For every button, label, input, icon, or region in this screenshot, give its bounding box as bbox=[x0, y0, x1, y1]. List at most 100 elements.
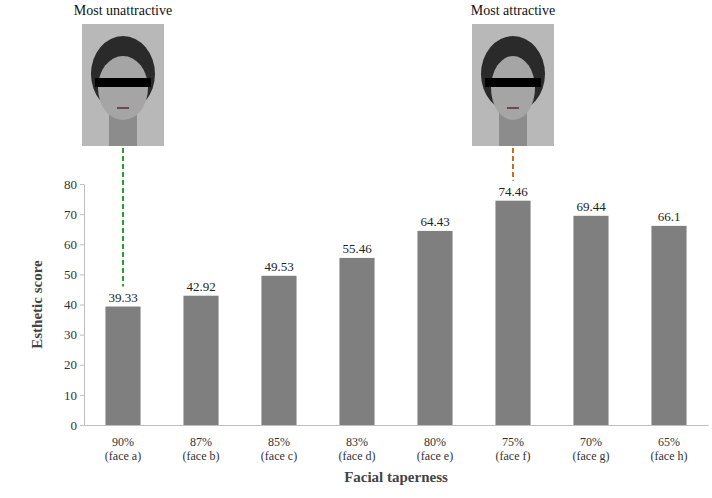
x-tick-label-line: (face d) bbox=[339, 449, 376, 463]
x-tick-label-line: (face e) bbox=[417, 449, 453, 463]
x-tick-label: 80%(face e) bbox=[417, 435, 453, 463]
x-tick-label: 90%(face a) bbox=[105, 435, 141, 463]
x-tick-label-line: (face b) bbox=[183, 449, 220, 463]
x-tick-label: 83%(face d) bbox=[339, 435, 376, 463]
face-eye-bar bbox=[485, 78, 541, 87]
y-tick-label: 70 bbox=[64, 207, 77, 222]
y-tick: 40 bbox=[64, 297, 84, 312]
x-tick: 70%(face g) bbox=[573, 435, 610, 463]
face-background bbox=[472, 24, 554, 146]
x-tick-label-line: 80% bbox=[424, 435, 446, 449]
bar bbox=[651, 226, 686, 425]
data-labels: 39.33 42.92 49.53 55.46 64.43 74.46 69.44 66.1 bbox=[108, 184, 680, 305]
y-tick: 10 bbox=[64, 388, 84, 403]
y-tick-mark bbox=[80, 425, 84, 426]
face-eye-bar bbox=[95, 78, 151, 87]
bar bbox=[105, 307, 140, 425]
x-tick-label-line: 70% bbox=[580, 435, 602, 449]
data-label: 64.43 bbox=[420, 214, 449, 229]
bar bbox=[417, 231, 452, 425]
y-tick-mark bbox=[80, 244, 84, 245]
annotation-text: Most attractive bbox=[471, 3, 555, 18]
annotation-line bbox=[122, 148, 124, 287]
y-tick: 60 bbox=[64, 237, 84, 252]
face-skin bbox=[98, 56, 148, 120]
bar bbox=[339, 258, 374, 425]
y-tick-label: 60 bbox=[64, 237, 77, 252]
x-tick-label-line: 85% bbox=[268, 435, 290, 449]
y-tick-mark bbox=[80, 305, 84, 306]
x-tick-label-line: 75% bbox=[502, 435, 524, 449]
x-tick-label-line: (face g) bbox=[573, 449, 610, 463]
data-label: 55.46 bbox=[342, 241, 372, 256]
x-tick: 87%(face b) bbox=[183, 435, 220, 463]
chart: 39.33 42.92 49.53 55.46 64.43 74.46 69.44 66.1 0… bbox=[0, 0, 712, 498]
x-tick-label-line: 83% bbox=[346, 435, 368, 449]
y-axis-line bbox=[84, 185, 85, 426]
bars bbox=[105, 201, 686, 425]
y-tick: 80 bbox=[64, 177, 84, 192]
x-tick: 75%(face f) bbox=[496, 435, 531, 463]
y-tick-mark bbox=[80, 395, 84, 396]
x-tick: 65%(face h) bbox=[651, 435, 688, 463]
x-tick-label-line: (face h) bbox=[651, 449, 688, 463]
y-tick-mark bbox=[80, 184, 84, 185]
y-tick: 30 bbox=[64, 327, 84, 342]
data-label: 74.46 bbox=[498, 184, 528, 199]
x-tick-label-line: (face a) bbox=[105, 449, 141, 463]
y-tick: 50 bbox=[64, 267, 84, 282]
y-tick-mark bbox=[80, 335, 84, 336]
x-tick-label: 65%(face h) bbox=[651, 435, 688, 463]
x-tick-label-line: 65% bbox=[658, 435, 680, 449]
y-tick-mark bbox=[80, 365, 84, 366]
annotation-line bbox=[512, 148, 514, 181]
x-tick-label: 85%(face c) bbox=[261, 435, 297, 463]
data-label: 49.53 bbox=[264, 259, 293, 274]
y-tick-label: 0 bbox=[71, 418, 78, 433]
x-tick: 80%(face e) bbox=[417, 435, 453, 463]
y-tick-label: 30 bbox=[64, 327, 77, 342]
x-tick-label-line: 90% bbox=[112, 435, 134, 449]
x-tick-label-line: 87% bbox=[190, 435, 212, 449]
data-label: 42.92 bbox=[186, 279, 215, 294]
x-tick-label: 70%(face g) bbox=[573, 435, 610, 463]
x-tick: 85%(face c) bbox=[261, 435, 297, 463]
y-tick-label: 40 bbox=[64, 297, 77, 312]
bar bbox=[183, 296, 218, 425]
face-skin bbox=[491, 56, 535, 120]
y-tick-mark bbox=[80, 274, 84, 275]
data-label: 66.1 bbox=[658, 209, 681, 224]
face-image bbox=[472, 24, 554, 146]
face-mouth bbox=[117, 107, 129, 109]
x-tick-label-line: (face c) bbox=[261, 449, 297, 463]
y-tick-label: 80 bbox=[64, 177, 77, 192]
x-tick: 83%(face d) bbox=[339, 435, 376, 463]
x-axis: 90%(face a)87%(face b)85%(face c)83%(fac… bbox=[85, 426, 709, 464]
y-tick: 70 bbox=[64, 207, 84, 222]
y-axis: 0 10 20 30 40 50 60 70 80 bbox=[64, 177, 85, 433]
bar bbox=[495, 201, 530, 425]
y-tick: 20 bbox=[64, 357, 84, 372]
face-image bbox=[82, 24, 164, 146]
x-tick-label: 75%(face f) bbox=[496, 435, 531, 463]
y-tick-label: 50 bbox=[64, 267, 77, 282]
data-label: 69.44 bbox=[576, 199, 606, 214]
y-tick: 0 bbox=[71, 418, 85, 433]
x-tick-label-line: (face f) bbox=[496, 449, 531, 463]
y-axis-title: Esthetic score bbox=[29, 260, 45, 349]
y-tick-mark bbox=[80, 214, 84, 215]
x-axis-title: Facial taperness bbox=[344, 469, 448, 485]
x-axis-line bbox=[85, 425, 709, 426]
x-tick-label: 87%(face b) bbox=[183, 435, 220, 463]
annotation: Most attractive bbox=[471, 3, 555, 181]
bar bbox=[573, 216, 608, 425]
y-tick-label: 20 bbox=[64, 357, 77, 372]
face-background bbox=[82, 24, 164, 146]
annotation: Most unattractive bbox=[74, 3, 172, 287]
data-label: 39.33 bbox=[108, 290, 137, 305]
face-mouth bbox=[507, 107, 519, 109]
annotation-text: Most unattractive bbox=[74, 3, 172, 18]
bar bbox=[261, 276, 296, 425]
x-tick: 90%(face a) bbox=[105, 435, 141, 463]
y-tick-label: 10 bbox=[64, 388, 77, 403]
